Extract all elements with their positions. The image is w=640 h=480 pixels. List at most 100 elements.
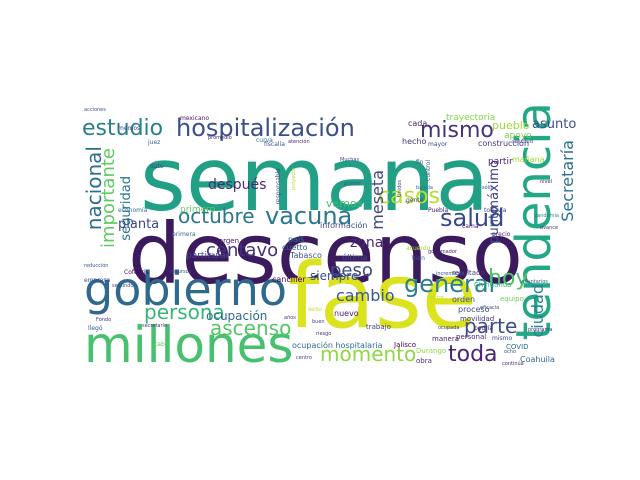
word: reducción (84, 263, 109, 269)
word: centavo (206, 240, 279, 261)
word: equipo (500, 295, 524, 303)
word: atención (288, 139, 310, 145)
word: después (208, 177, 267, 193)
word: empresa (84, 277, 111, 284)
word: estudio (82, 116, 164, 141)
word: doctor (428, 295, 445, 301)
word: Secretaría (558, 140, 577, 222)
word: cambio (336, 286, 395, 305)
word: voluntarios (520, 279, 548, 285)
word: cabo (154, 341, 169, 348)
word: Durango (416, 347, 447, 355)
word: gobernador (428, 249, 457, 255)
word: descenso (128, 205, 524, 303)
word: mayor (428, 141, 448, 148)
word: construcción (478, 139, 530, 148)
word: Tabasco (290, 251, 322, 260)
word: última (342, 253, 368, 262)
word: recursos (170, 269, 192, 275)
word: particular (186, 251, 230, 261)
word: salud (440, 204, 505, 232)
word: pueblo (492, 119, 530, 132)
word: trabajo (366, 323, 391, 331)
word: secretario (142, 323, 167, 329)
word: fiscalía (264, 141, 285, 148)
word: obra (416, 357, 432, 365)
word: todavía (484, 207, 507, 214)
word: fin (416, 159, 424, 166)
word: importante (98, 148, 119, 249)
word: movilidad (460, 315, 495, 323)
word: bien (412, 255, 425, 262)
word: programa (528, 327, 553, 333)
word: cama (462, 223, 479, 230)
word: asunto (532, 117, 577, 132)
word: sólo (482, 185, 493, 191)
word: solicitud (512, 139, 533, 145)
word: riesgo (316, 331, 332, 337)
word: semana (140, 128, 490, 231)
word: meseta (368, 170, 387, 230)
word: manera (432, 335, 460, 343)
word: partir (488, 157, 513, 167)
word: memos (118, 125, 141, 132)
word: control (425, 160, 432, 181)
word: nuevo (334, 309, 359, 318)
word: nivel (540, 179, 552, 185)
word: siempre (310, 269, 359, 283)
word: mañana (512, 155, 545, 164)
word: Cofepris (124, 269, 149, 276)
word: casos (378, 184, 440, 209)
word: millones (84, 316, 294, 374)
word: sido (400, 321, 411, 327)
word: juez (148, 139, 161, 146)
word: Muchas (340, 157, 360, 163)
word: hospitalización (176, 114, 355, 142)
word: toda (448, 342, 498, 367)
word: economía (118, 207, 148, 214)
word: fase (288, 244, 478, 349)
word: años (284, 315, 296, 321)
word: proyecto (291, 168, 297, 190)
word: Puebla (428, 207, 449, 214)
word: gobierno (84, 262, 288, 316)
word: acuerdo (406, 245, 431, 252)
word: vemos (326, 197, 363, 210)
word: precio (492, 231, 511, 238)
word: incremento (436, 271, 465, 277)
word: podría (474, 325, 494, 332)
word: mismo (420, 118, 494, 143)
word: ascenso (210, 316, 292, 340)
word: trayectoria (446, 113, 496, 123)
word: responsable (275, 168, 282, 205)
word: pandemia (534, 213, 559, 219)
word: persona (144, 300, 225, 324)
word: mexicano (180, 115, 210, 122)
word: bajada (416, 185, 433, 191)
word: vacuna (265, 202, 353, 230)
word: delito (308, 307, 323, 313)
word: resultado (452, 269, 485, 277)
word: parte (464, 314, 518, 338)
word: mismo (492, 335, 513, 342)
word: zona (350, 235, 384, 251)
word: proceso (458, 305, 490, 314)
word: ocupación (206, 309, 268, 323)
word: segundo (112, 283, 134, 289)
word: general (404, 270, 496, 298)
word: canciller (272, 275, 306, 284)
word: peso (330, 260, 373, 281)
word: primer (344, 181, 361, 187)
word: cada (408, 119, 428, 128)
word: gente (406, 197, 424, 204)
word: Fondo (96, 317, 112, 323)
word: dato (150, 163, 164, 170)
word: COVID (506, 343, 529, 351)
word: ocho (504, 349, 517, 355)
word: acciones (84, 107, 106, 113)
word: Unidos (397, 180, 403, 198)
word: Jalisco (394, 341, 417, 349)
word: personal (456, 333, 487, 341)
word: ocupación hospitalaria (292, 341, 383, 350)
